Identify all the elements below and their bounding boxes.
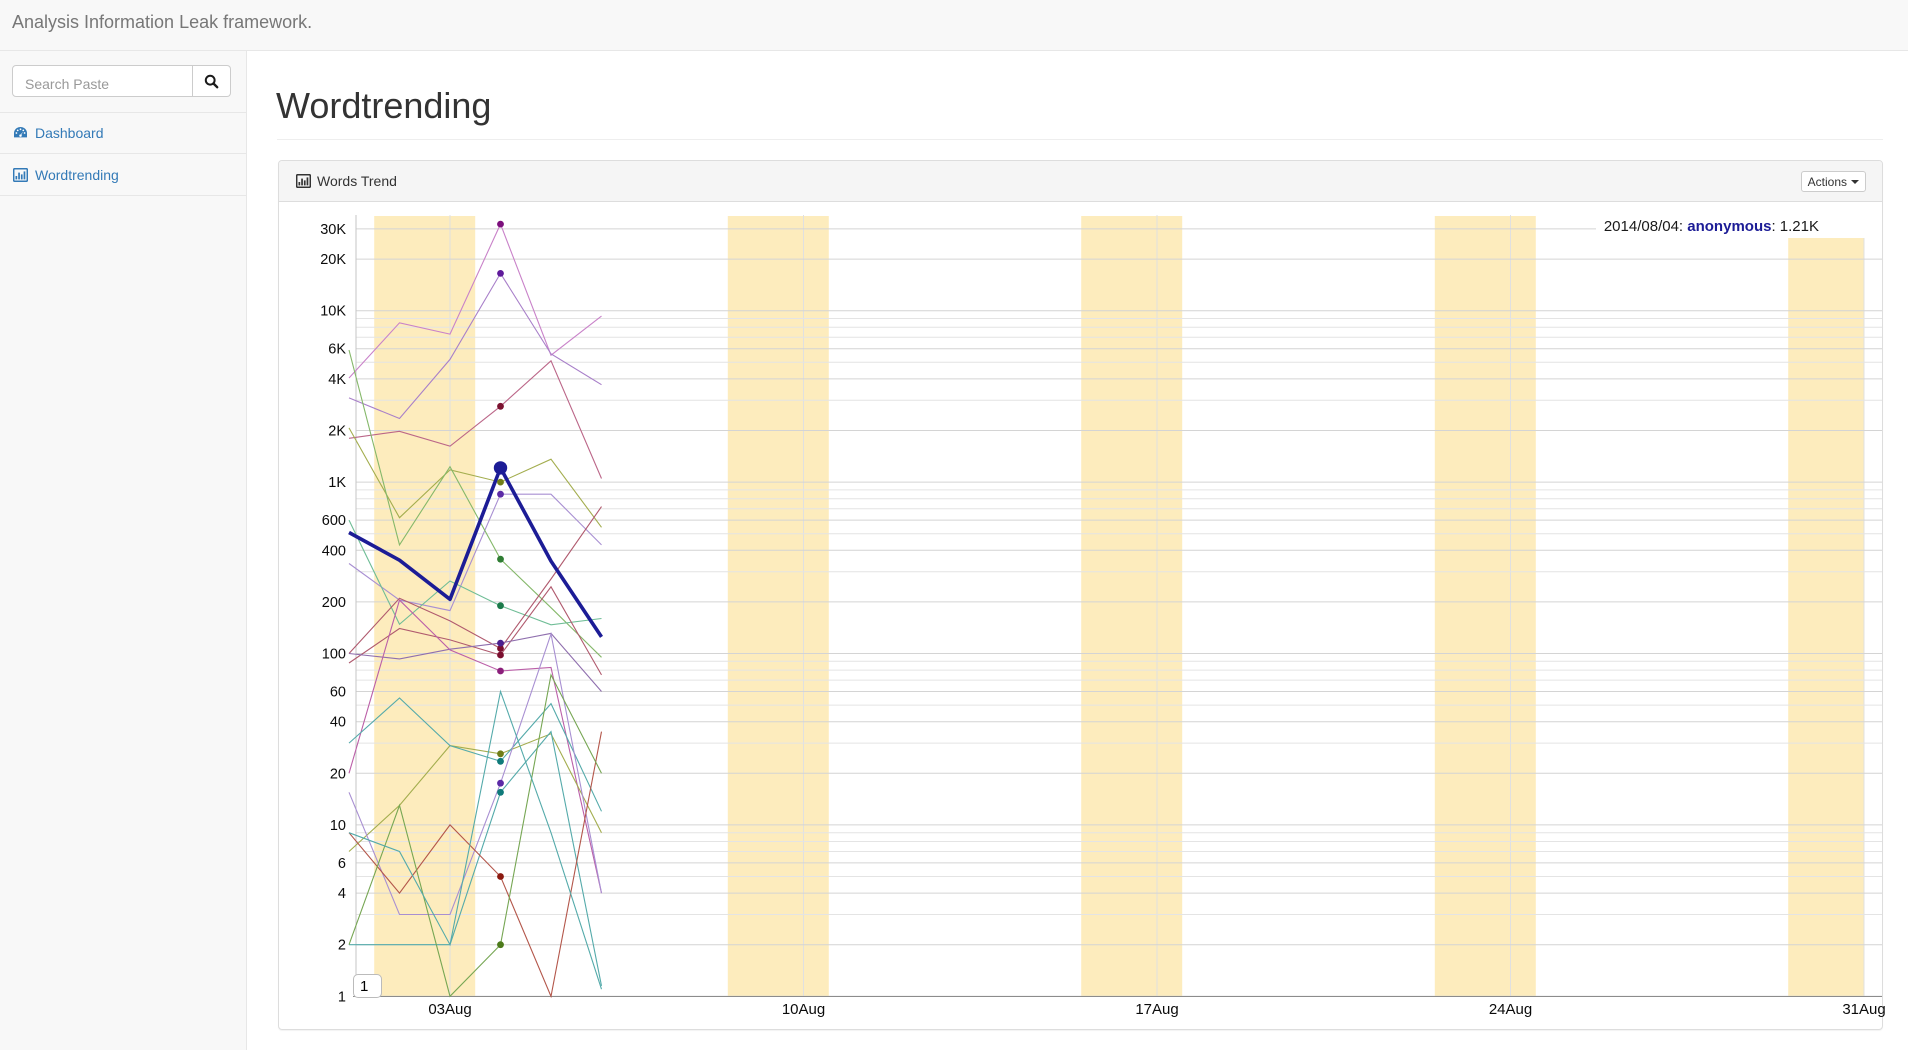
svg-text:100: 100	[322, 647, 346, 663]
svg-text:24Aug: 24Aug	[1489, 1001, 1532, 1018]
svg-text:40: 40	[330, 715, 346, 731]
svg-text:2: 2	[338, 938, 346, 954]
svg-text:60: 60	[330, 685, 346, 701]
svg-text:6: 6	[338, 856, 346, 872]
svg-text:2014/08/04: anonymous: 1.21K: 2014/08/04: anonymous: 1.21K	[1604, 218, 1819, 235]
svg-text:20K: 20K	[320, 252, 346, 268]
svg-text:20: 20	[330, 766, 346, 782]
svg-text:31Aug: 31Aug	[1842, 1001, 1885, 1018]
svg-text:4K: 4K	[328, 372, 346, 388]
svg-text:2K: 2K	[328, 424, 346, 440]
svg-text:10: 10	[330, 818, 346, 834]
svg-text:30K: 30K	[320, 222, 346, 238]
svg-text:4: 4	[338, 886, 346, 902]
svg-text:400: 400	[322, 543, 346, 559]
svg-text:1: 1	[338, 989, 346, 1005]
svg-text:10K: 10K	[320, 304, 346, 320]
svg-text:6K: 6K	[328, 342, 346, 358]
svg-text:03Aug: 03Aug	[428, 1001, 471, 1018]
svg-text:600: 600	[322, 513, 346, 529]
svg-text:10Aug: 10Aug	[782, 1001, 825, 1018]
svg-text:1K: 1K	[328, 475, 346, 491]
svg-text:200: 200	[322, 595, 346, 611]
svg-text:17Aug: 17Aug	[1135, 1001, 1178, 1018]
